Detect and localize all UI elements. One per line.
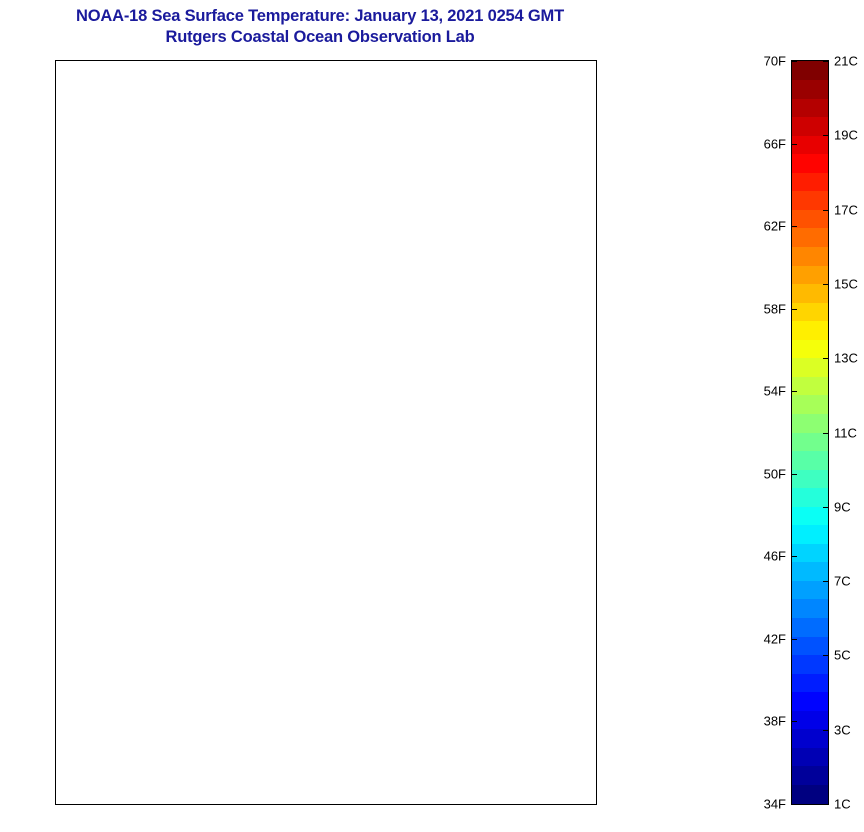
colorbar-label-f: 62F [763,218,786,234]
colorbar-label-f: 66F [763,136,786,152]
colorbar-label-c: 17C [834,202,858,218]
colorbar [791,60,829,805]
colorbar-label-f: 70F [763,53,786,69]
title-line-2: Rutgers Coastal Ocean Observation Lab [165,28,475,46]
colorbar-gradient [792,61,828,804]
sst-map-panel[interactable] [55,60,597,805]
colorbar-label-c: 21C [834,53,858,69]
colorbar-label-c: 7C [834,573,851,589]
colorbar-label-f: 58F [763,301,786,317]
colorbar-label-c: 19C [834,127,858,143]
colorbar-label-f: 54F [763,383,786,399]
title-line-1: NOAA-18 Sea Surface Temperature: January… [76,7,564,25]
colorbar-label-f: 50F [763,466,786,482]
colorbar-label-c: 9C [834,499,851,515]
colorbar-label-f: 34F [763,796,786,812]
colorbar-label-c: 13C [834,350,858,366]
colorbar-label-c: 3C [834,722,851,738]
colorbar-label-f: 38F [763,713,786,729]
colorbar-label-f: 42F [763,631,786,647]
sst-raster [56,61,596,804]
map-overlay [56,61,596,804]
colorbar-label-c: 1C [834,796,851,812]
colorbar-label-f: 46F [763,548,786,564]
colorbar-label-c: 5C [834,647,851,663]
colorbar-label-c: 15C [834,276,858,292]
page-title: NOAA-18 Sea Surface Temperature: January… [0,6,640,48]
colorbar-label-c: 11C [834,425,857,440]
